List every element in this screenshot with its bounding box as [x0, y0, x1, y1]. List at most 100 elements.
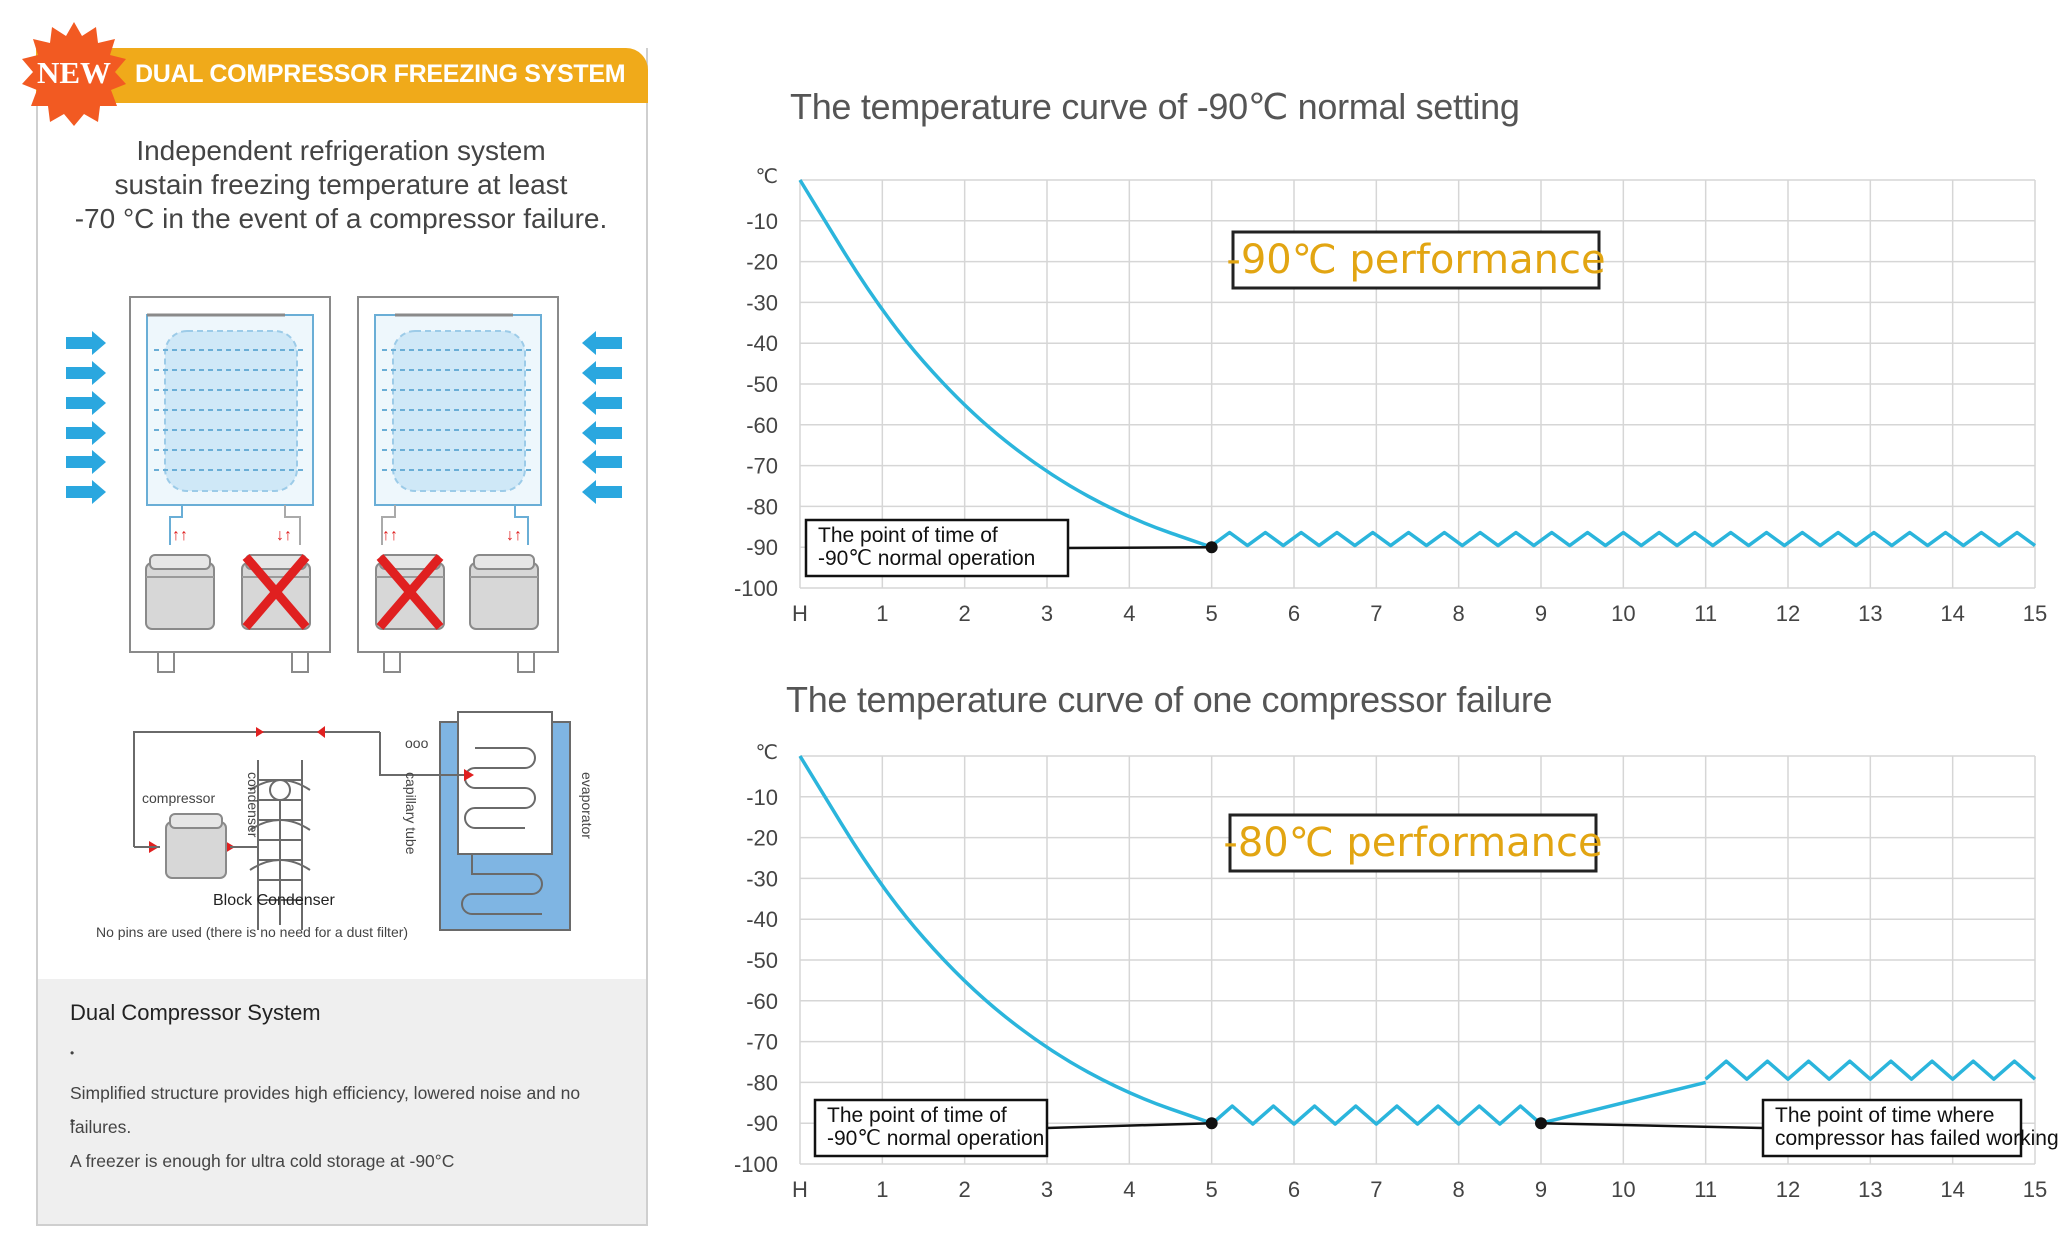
performance-label: -80℃ performance	[1223, 820, 1602, 866]
x-tick-label: 5	[1206, 601, 1218, 626]
annotation-text: The point of time where	[1775, 1104, 1994, 1127]
x-tick-label: 2	[959, 1177, 971, 1202]
y-tick-label: -40	[746, 907, 778, 932]
bullet-dot-icon: •	[70, 1046, 75, 1060]
compressor-icon	[165, 813, 227, 879]
performance-box	[1231, 230, 1601, 290]
intro-line: sustain freezing temperature at least	[114, 169, 568, 200]
annotation-box	[813, 1098, 1049, 1158]
y-tick-label: -50	[746, 948, 778, 973]
bullet-text: Simplified structure provides high effic…	[70, 1083, 581, 1137]
y-tick-label: -50	[746, 372, 778, 397]
y-tick-label: -60	[746, 413, 778, 438]
chart-compressor-failure: -10-20-30-40-50-60-70-80-90-100℃H 1 2 3 4 5 6 7…	[734, 740, 2059, 1202]
x-tick-label: 6	[1288, 601, 1300, 626]
x-tick-label: 6	[1288, 1177, 1300, 1202]
annotation-leader	[1540, 1121, 1764, 1130]
chart2-title: The temperature curve of one compressor …	[786, 679, 1553, 720]
x-tick-label: 3	[1041, 1177, 1053, 1202]
system-info-box	[38, 979, 646, 1224]
x-tick-label: 8	[1453, 601, 1465, 626]
x-tick-label: 2	[959, 601, 971, 626]
failure-rise-curve	[1540, 1080, 1707, 1125]
y-tick-label: -80	[746, 494, 778, 519]
y-tick-label: -70	[746, 1030, 778, 1055]
annotation-text: -90℃ normal operation	[827, 1127, 1044, 1150]
y-axis-unit: ℃	[756, 164, 778, 188]
x-tick-label: 5	[1206, 1177, 1218, 1202]
svg-text:↑↑: ↑↑	[172, 527, 188, 544]
annotation-leader	[1046, 1121, 1212, 1130]
y-tick-label: -80	[746, 1070, 778, 1095]
x-tick-label: 12	[1776, 601, 1800, 626]
bullet-dot-icon: •	[70, 1114, 75, 1128]
performance-label: -90℃ performance	[1226, 237, 1605, 283]
new-badge-icon	[22, 22, 126, 126]
x-tick-label: 3	[1041, 601, 1053, 626]
x-tick-label: 4	[1123, 601, 1135, 626]
x-tick-label: 15	[2023, 1177, 2047, 1202]
annotation-point	[1205, 1117, 1218, 1130]
annotation-box	[1761, 1098, 2023, 1158]
intro-line: -70 °C in the event of a compressor fail…	[74, 203, 608, 234]
temperature-oscillation	[1210, 1104, 1543, 1126]
x-tick-label: 9	[1535, 601, 1547, 626]
freezer-diagram: ↑↑ ↓↑ ↑↑ ↓↑	[66, 296, 622, 673]
compressor-label: compressor	[142, 790, 215, 806]
evaporator-label: evaporator	[579, 772, 595, 839]
y-tick-label: -30	[746, 866, 778, 891]
y-tick-label: -10	[746, 785, 778, 810]
condenser-label: condenser	[245, 772, 261, 838]
y-tick-label: -70	[746, 454, 778, 479]
annotation-box	[804, 518, 1070, 578]
y-tick-label: -100	[734, 1152, 778, 1177]
intro-line: Independent refrigeration system	[136, 135, 546, 166]
y-tick-label: -20	[746, 826, 778, 851]
cooldown-curve	[798, 179, 1213, 549]
condenser-icon	[249, 760, 311, 930]
x-tick-label: 9	[1535, 1177, 1547, 1202]
x-tick-label: 8	[1453, 1177, 1465, 1202]
y-tick-label: -20	[746, 250, 778, 275]
freezer-right-icon: ↑↑ ↓↑	[357, 296, 559, 673]
performance-box	[1228, 813, 1598, 873]
y-tick-label: -10	[746, 209, 778, 234]
bullet-item: • A freezer is enough for ultra cold stor…	[70, 1110, 610, 1178]
x-tick-label: H	[792, 1177, 808, 1202]
x-tick-label: 7	[1370, 1177, 1382, 1202]
x-tick-label: 11	[1694, 1177, 1717, 1202]
banner-title: DUAL COMPRESSOR FREEZING SYSTEM	[135, 60, 626, 88]
capillary-label: capillary tube	[403, 772, 419, 855]
x-tick-label: 15	[2023, 601, 2047, 626]
svg-text:↑↑: ↑↑	[382, 527, 398, 544]
x-tick-label: 4	[1123, 1177, 1135, 1202]
bullet-item: •Simplified structure provides high effi…	[70, 1042, 610, 1144]
x-tick-label: 14	[1940, 1177, 1964, 1202]
annotation-text: The point of time of	[818, 524, 998, 547]
y-axis-unit: ℃	[756, 740, 778, 764]
annotation-text: The point of time of	[827, 1104, 1007, 1127]
y-tick-label: -90	[746, 535, 778, 560]
x-tick-label: 1	[876, 601, 888, 626]
chart-normal-setting: -10-20-30-40-50-60-70-80-90-100℃H 1 2 3 4 5 6 7…	[734, 164, 2047, 626]
annotation-text: -90℃ normal operation	[818, 547, 1035, 570]
y-tick-label: -40	[746, 331, 778, 356]
chart1-title: The temperature curve of -90℃ normal set…	[790, 86, 1520, 127]
x-tick-label: 11	[1694, 601, 1717, 626]
annotation-point	[1205, 541, 1218, 554]
x-tick-label: 10	[1611, 1177, 1635, 1202]
intro-text: Independent refrigeration system sustain…	[56, 134, 626, 236]
x-tick-label: 13	[1858, 601, 1882, 626]
block-condenser-label: Block Condenser	[213, 892, 336, 909]
x-tick-label: 10	[1611, 601, 1635, 626]
x-tick-label: 7	[1370, 601, 1382, 626]
y-tick-label: -60	[746, 989, 778, 1014]
x-tick-label: 1	[876, 1177, 888, 1202]
bullet-text: A freezer is enough for ultra cold stora…	[70, 1151, 455, 1171]
new-badge-label: NEW	[36, 55, 112, 90]
svg-text:ooo: ooo	[405, 735, 429, 751]
y-tick-label: -30	[746, 290, 778, 315]
y-tick-label: -100	[734, 576, 778, 601]
x-tick-label: 13	[1858, 1177, 1882, 1202]
